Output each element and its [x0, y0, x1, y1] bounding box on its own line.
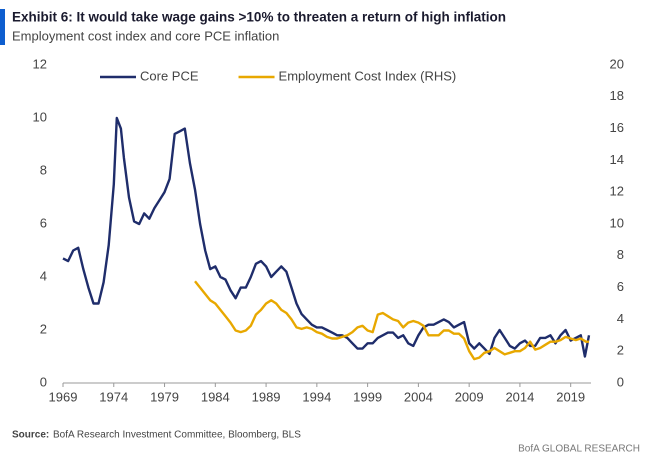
series-line: [62, 116, 591, 358]
y2-tick-label: 0: [617, 374, 624, 389]
y2-tick-label: 10: [610, 215, 624, 230]
y2-tick-label: 20: [610, 56, 624, 71]
y2-tick-label: 2: [617, 343, 624, 358]
y2-tick-label: 18: [610, 88, 624, 103]
x-tick-label: 1979: [150, 389, 179, 404]
x-tick-label: 1999: [353, 389, 382, 404]
y-tick-label: 12: [33, 56, 47, 71]
legend-label: Core PCE: [140, 68, 199, 83]
y-tick-label: 4: [40, 268, 47, 283]
legend-label: Employment Cost Index (RHS): [279, 68, 457, 83]
x-tick-label: 2019: [556, 389, 585, 404]
series-line: [194, 280, 589, 361]
y-tick-label: 6: [40, 215, 47, 230]
footer: BofA GLOBAL RESEARCH: [518, 444, 640, 455]
title-accent: [0, 9, 5, 45]
source-label: Source:: [12, 430, 49, 441]
x-tick-label: 2009: [455, 389, 484, 404]
y-tick-label: 0: [40, 374, 47, 389]
x-tick-label: 1974: [99, 389, 128, 404]
y-tick-label: 2: [40, 321, 47, 336]
x-tick-label: 1989: [252, 389, 281, 404]
y-tick-label: 8: [40, 162, 47, 177]
y-tick-label: 10: [33, 109, 47, 124]
x-tick-label: 2014: [505, 389, 534, 404]
x-tick-label: 1969: [49, 389, 78, 404]
x-tick-label: 2004: [404, 389, 433, 404]
source: BofA Research Investment Committee, Bloo…: [53, 430, 301, 441]
y2-tick-label: 14: [610, 152, 624, 167]
y2-tick-label: 16: [610, 120, 624, 135]
chart-title: Exhibit 6: It would take wage gains >10%…: [12, 10, 506, 25]
y2-tick-label: 4: [617, 311, 624, 326]
x-tick-label: 1994: [302, 389, 331, 404]
x-tick-label: 1984: [201, 389, 230, 404]
chart-subtitle: Employment cost index and core PCE infla…: [12, 28, 279, 43]
y2-tick-label: 12: [610, 184, 624, 199]
y2-tick-label: 8: [617, 247, 624, 262]
y2-tick-label: 6: [617, 279, 624, 294]
